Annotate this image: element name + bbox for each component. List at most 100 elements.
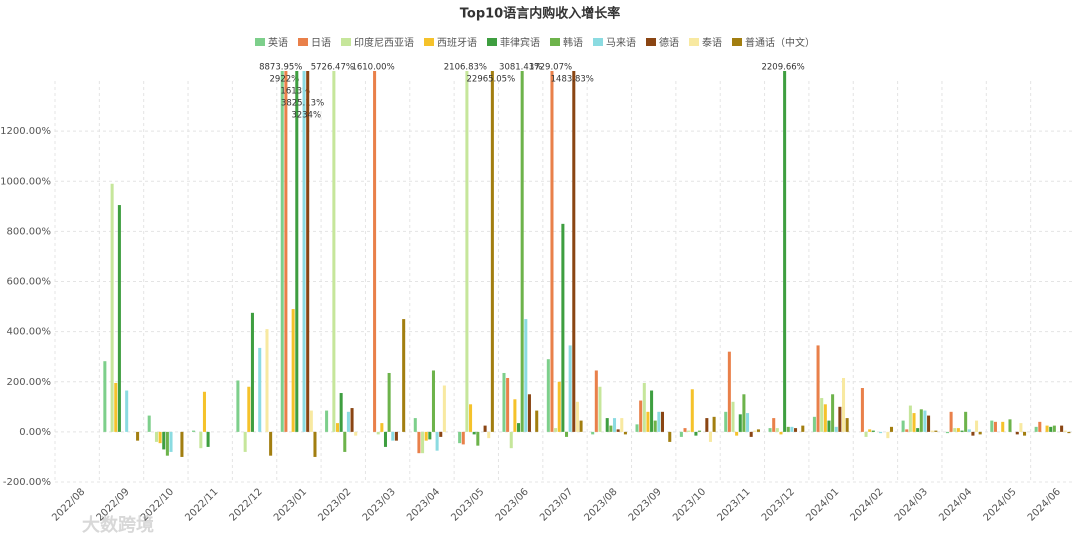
- x-tick-label: 2023/11: [715, 486, 752, 523]
- bar: [772, 418, 776, 432]
- bar: [712, 416, 716, 432]
- legend-swatch: [689, 38, 699, 46]
- bar: [110, 183, 114, 432]
- bar: [575, 401, 579, 432]
- legend: 英语 日语 印度尼西亚语 西班牙语 菲律宾语 韩语 马来语 德语 泰语 普通话（中文）: [255, 36, 815, 49]
- bar: [280, 71, 284, 432]
- bar: [841, 377, 846, 432]
- bar: [827, 420, 831, 432]
- bar: [269, 431, 273, 456]
- bar: [753, 430, 757, 432]
- bar: [103, 361, 107, 432]
- bar: [1008, 419, 1012, 432]
- bar: [346, 411, 350, 432]
- bar: [461, 431, 465, 445]
- bar: [930, 430, 934, 432]
- x-tick-label: 2023/02: [316, 486, 353, 523]
- bar: [572, 71, 576, 432]
- bar: [1023, 431, 1027, 436]
- bar: [579, 420, 583, 432]
- bar: [823, 404, 827, 432]
- bar: [258, 347, 262, 432]
- bar: [735, 431, 739, 436]
- legend-label: 普通话（中文）: [745, 36, 815, 49]
- bar: [439, 431, 443, 437]
- bar: [742, 394, 746, 432]
- bar: [727, 351, 731, 432]
- bar: [125, 390, 129, 432]
- legend-label: 菲律宾语: [500, 36, 540, 49]
- bar: [250, 312, 254, 432]
- bar: [724, 411, 728, 432]
- bar: [350, 408, 354, 432]
- bar: [650, 390, 654, 432]
- bar: [756, 429, 760, 432]
- bar: [162, 431, 166, 450]
- bar: [609, 425, 613, 432]
- x-tick-label: 2024/04: [937, 486, 974, 523]
- x-tick-label: 2023/10: [671, 486, 708, 523]
- bar: [964, 411, 968, 432]
- legend-label: 德语: [659, 36, 679, 49]
- bar: [657, 411, 661, 432]
- bar: [506, 377, 510, 432]
- legend-swatch: [424, 38, 434, 46]
- bar: [476, 431, 480, 446]
- bar: [313, 431, 317, 457]
- data-label: 3081.43%: [499, 63, 542, 73]
- data-label: 2922%: [270, 75, 300, 85]
- bar: [934, 430, 938, 432]
- legend-label: 马来语: [606, 37, 636, 49]
- bar: [387, 372, 391, 432]
- bar: [524, 319, 528, 432]
- y-tick-label: 400.00%: [7, 327, 52, 338]
- bar: [339, 393, 343, 432]
- x-tick-label: 2022/12: [228, 486, 265, 523]
- bar: [775, 428, 779, 432]
- bar: [483, 425, 487, 432]
- bar: [469, 404, 473, 432]
- bar: [154, 431, 158, 442]
- bar: [192, 430, 196, 432]
- x-tick-label: 2023/04: [405, 486, 442, 523]
- bar: [243, 431, 247, 452]
- bar: [912, 413, 916, 432]
- bar: [309, 410, 313, 432]
- bar: [591, 431, 595, 435]
- x-tick-label: 2023/06: [494, 486, 531, 523]
- legend-swatch: [732, 38, 742, 46]
- bar: [698, 430, 702, 432]
- bar: [845, 418, 849, 432]
- bar: [472, 431, 476, 435]
- legend-swatch: [298, 38, 308, 46]
- bar: [527, 394, 531, 432]
- bar: [916, 428, 920, 432]
- bar: [871, 430, 875, 432]
- bar: [919, 409, 923, 432]
- data-label: 1613%: [280, 87, 310, 97]
- bar: [927, 415, 931, 432]
- legend-label: 日语: [311, 37, 331, 49]
- bar: [620, 418, 624, 432]
- bar: [431, 370, 435, 432]
- bar: [731, 401, 735, 432]
- legend-swatch: [593, 38, 603, 46]
- bar: [180, 431, 184, 457]
- bar: [568, 345, 572, 432]
- bar: [642, 383, 646, 432]
- data-label: 5726.47%: [311, 63, 354, 73]
- bar: [623, 431, 627, 435]
- bar: [236, 380, 240, 432]
- bar: [708, 431, 712, 442]
- bar: [302, 71, 306, 432]
- bar: [117, 205, 121, 432]
- bar: [616, 429, 620, 432]
- legend-label: 西班牙语: [437, 37, 477, 49]
- bar: [513, 399, 517, 432]
- bar: [594, 370, 598, 432]
- legend-swatch: [550, 38, 560, 46]
- bar: [402, 319, 406, 432]
- bar: [834, 426, 838, 432]
- bar: [860, 388, 864, 432]
- bar: [284, 71, 288, 432]
